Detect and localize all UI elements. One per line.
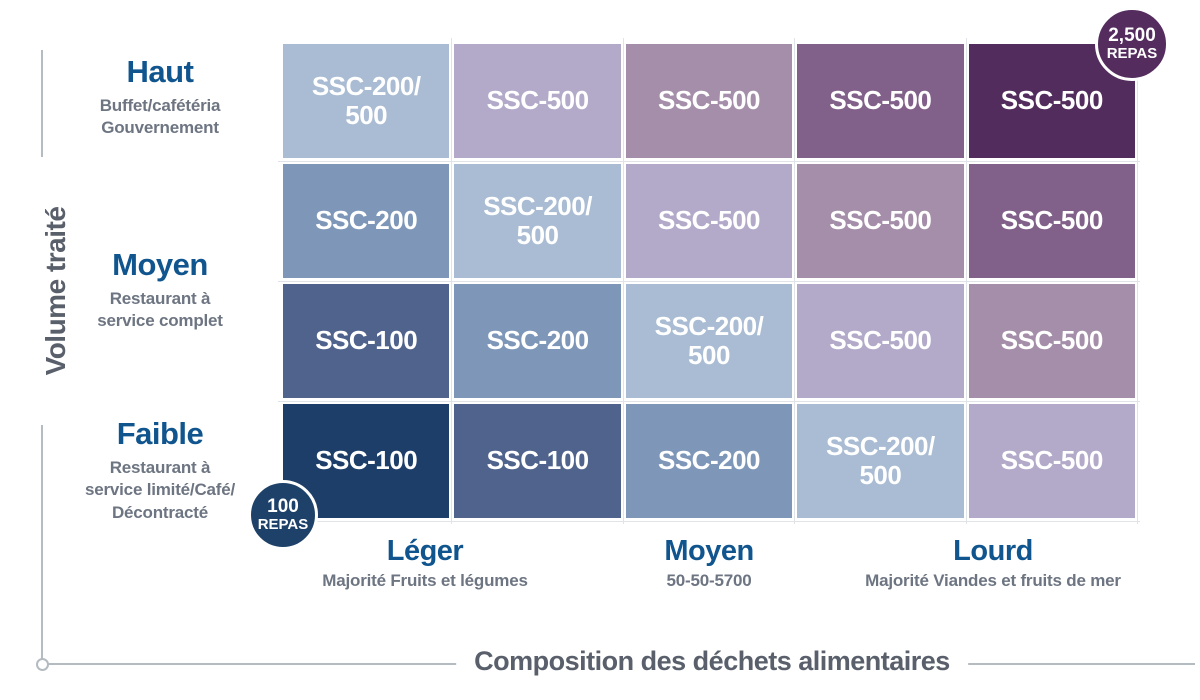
col-label-lourd: Lourd Majorité Viandes et fruits de mer <box>851 535 1135 591</box>
matrix-cell: SSC-200 <box>283 164 450 278</box>
min-meals-badge: 100 REPAS <box>248 480 318 550</box>
row-subtitle: Restaurant à service limité/Café/ Décont… <box>84 457 236 523</box>
col-title: Moyen <box>664 535 754 567</box>
badge-unit: REPAS <box>1106 44 1158 62</box>
gridline-vertical <box>1137 38 1138 524</box>
matrix-cell: SSC-500 <box>968 164 1135 278</box>
badge-value: 100 <box>267 495 299 517</box>
column-labels: Léger Majorité Fruits et légumes Moyen 5… <box>283 535 1135 591</box>
x-axis-title: Composition des déchets alimentaires <box>456 646 968 677</box>
matrix-cell: SSC-100 <box>454 404 621 518</box>
row-subtitle: Restaurant à service complet <box>97 288 223 331</box>
matrix-cell: SSC-500 <box>797 44 964 158</box>
gridline-horizontal <box>278 521 1140 522</box>
badge-unit: REPAS <box>257 515 309 533</box>
col-subtitle: Majorité Fruits et légumes <box>322 570 528 590</box>
matrix-cell: SSC-200 <box>454 284 621 398</box>
matrix-cell: SSC-200/ 500 <box>797 404 964 518</box>
matrix-cell: SSC-500 <box>797 284 964 398</box>
col-subtitle: 50-50-5700 <box>666 570 752 590</box>
row-title: Haut <box>126 54 194 89</box>
matrix-cell: SSC-100 <box>283 284 450 398</box>
col-title: Léger <box>386 535 464 567</box>
row-subtitle: Buffet/cafétéria Gouvernement <box>99 95 221 138</box>
matrix-cell: SSC-500 <box>797 164 964 278</box>
max-meals-badge: 2,500 REPAS <box>1095 7 1169 81</box>
badge-value: 2,500 <box>1108 24 1156 46</box>
matrix-cell: SSC-200/ 500 <box>625 284 793 398</box>
product-matrix: SSC-200/ 500 SSC-500 SSC-500 SSC-500 SSC-500… <box>283 44 1135 518</box>
matrix-cell: SSC-500 <box>454 44 621 158</box>
matrix-cell: SSC-500 <box>968 404 1135 518</box>
col-subtitle: Majorité Viandes et fruits de mer <box>865 570 1121 590</box>
matrix-cell: SSC-200/ 500 <box>283 44 450 158</box>
matrix-cell: SSC-200 <box>625 404 793 518</box>
matrix-cell: SSC-500 <box>625 44 793 158</box>
row-label-haut: Haut Buffet/cafétéria Gouvernement <box>50 54 270 140</box>
col-label-leger: Léger Majorité Fruits et légumes <box>283 535 567 591</box>
matrix-cell: SSC-200/ 500 <box>454 164 621 278</box>
row-title: Faible <box>116 416 204 451</box>
row-label-faible: Faible Restaurant à service limité/Café/… <box>50 416 270 525</box>
row-title: Moyen <box>112 247 208 282</box>
matrix-cell: SSC-100 <box>283 404 450 518</box>
matrix-cell: SSC-500 <box>625 164 793 278</box>
matrix-cell: SSC-500 <box>968 284 1135 398</box>
col-label-moyen: Moyen 50-50-5700 <box>567 535 851 591</box>
axis-origin-dot <box>36 658 49 671</box>
col-title: Lourd <box>953 535 1033 567</box>
row-label-moyen: Moyen Restaurant à service complet <box>50 247 270 333</box>
